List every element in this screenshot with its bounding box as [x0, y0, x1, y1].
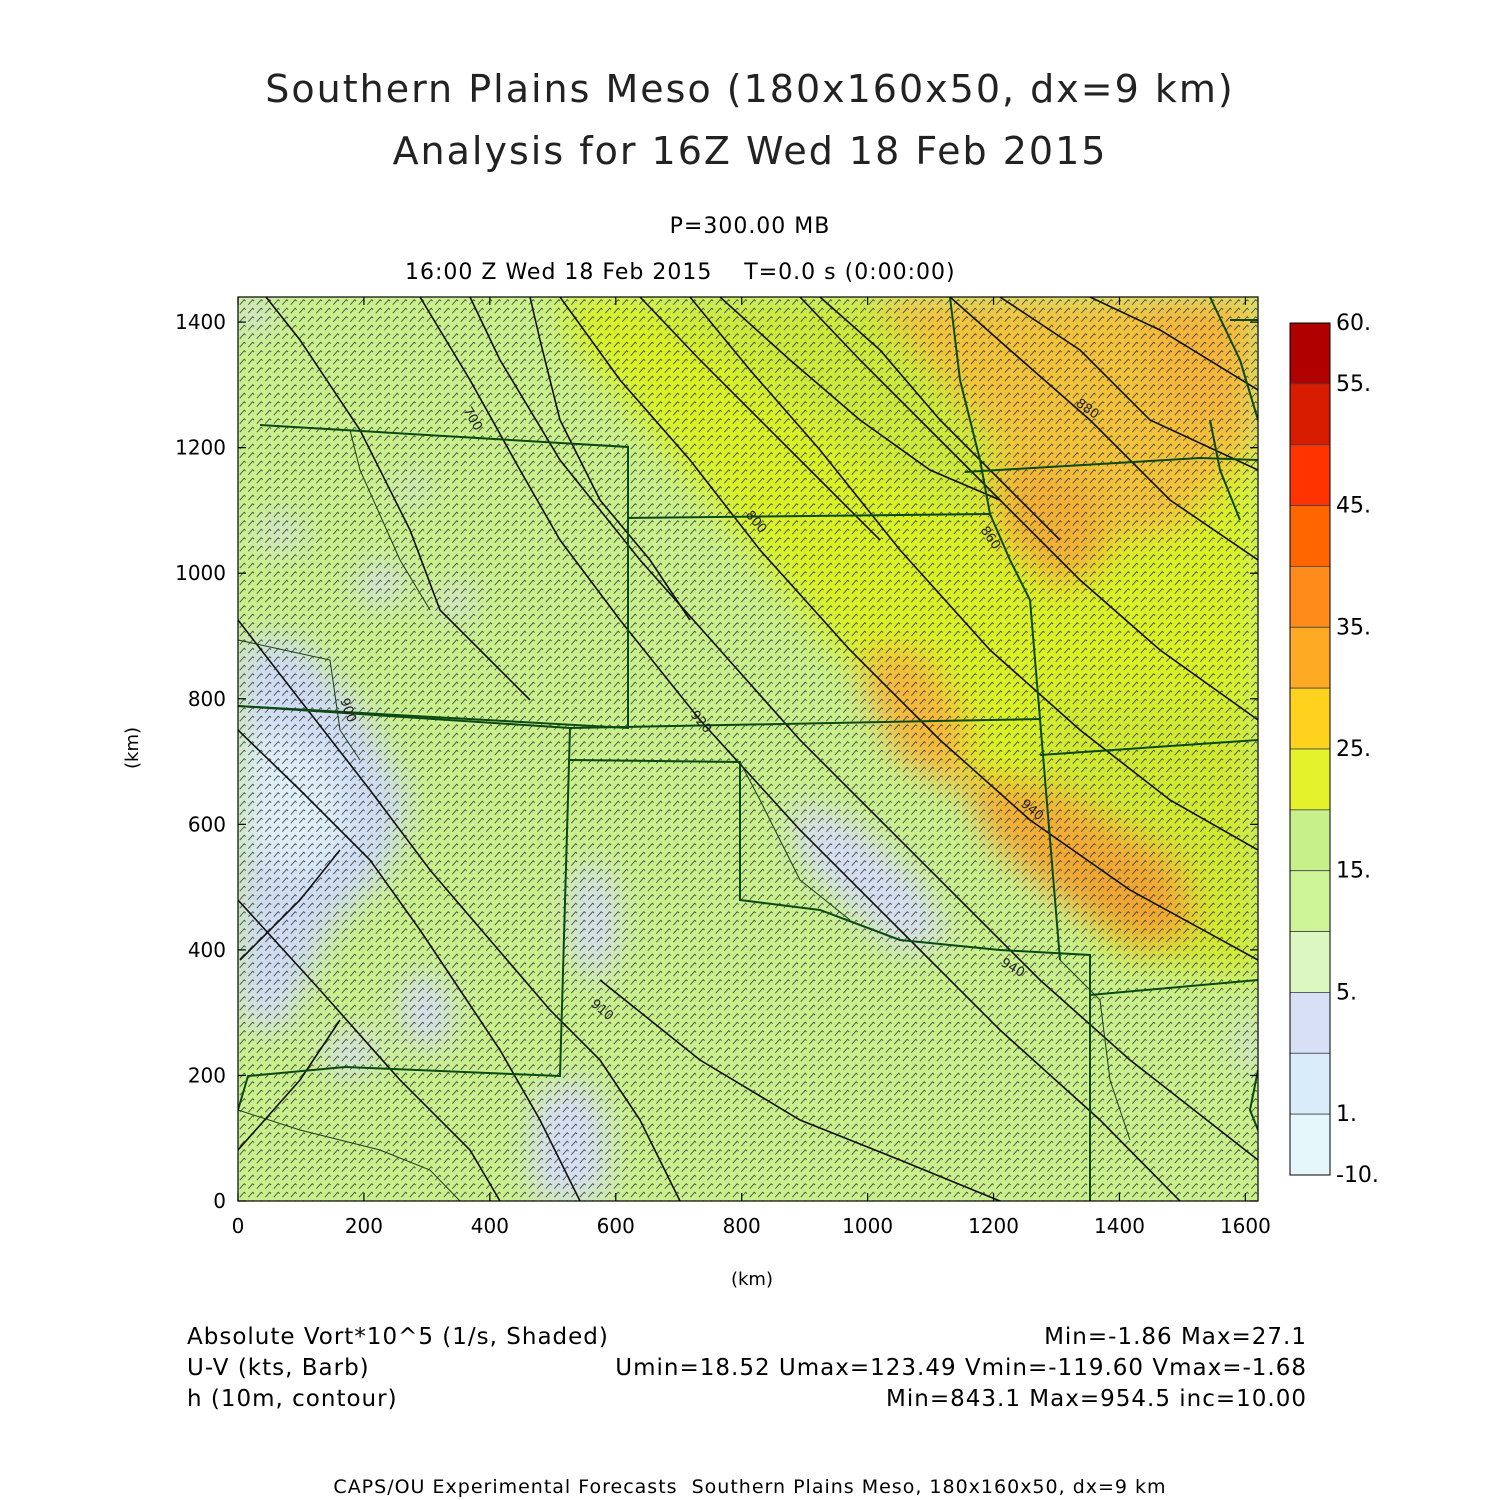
- x-tick-label: 800: [723, 1214, 761, 1238]
- colorbar-level-label: 60.: [1336, 311, 1371, 336]
- state-boundaries: [238, 297, 1258, 1201]
- y-tick-label: 600: [188, 812, 226, 836]
- x-tick-label: 400: [471, 1214, 509, 1238]
- colorbar-level-label: -10.: [1336, 1163, 1379, 1188]
- title-line-2: Analysis for 16Z Wed 18 Feb 2015: [392, 129, 1108, 173]
- colorbar-frame: [1289, 322, 1331, 1176]
- barb-field-stats: Umin=18.52 Umax=123.49 Vmin=-119.60 Vmax…: [615, 1355, 1307, 1381]
- colorbar-swatch: [1289, 626, 1331, 689]
- x-tick-label: 0: [232, 1214, 245, 1238]
- contour-field-label: h (10m, contour): [187, 1386, 398, 1412]
- colorbar-level-label: 1.: [1336, 1102, 1357, 1127]
- colorbar-swatch: [1289, 809, 1331, 872]
- county-lines: [238, 429, 1131, 1201]
- colorbar-swatch: [1289, 505, 1331, 567]
- colorbar-swatch: [1289, 687, 1331, 750]
- colorbar-level-label: 55.: [1336, 372, 1371, 397]
- contour-field-stats: Min=843.1 Max=954.5 inc=10.00: [886, 1386, 1307, 1412]
- x-tick-label: 1600: [1220, 1214, 1271, 1238]
- colorbar-swatch: [1289, 870, 1331, 932]
- colorbar-swatch: [1289, 566, 1331, 628]
- colorbar-level-label: 15.: [1336, 859, 1371, 884]
- y-tick-label: 200: [188, 1063, 226, 1087]
- y-tick-label: 400: [188, 938, 226, 962]
- colorbar-swatch: [1289, 992, 1331, 1054]
- plot-frame: [237, 296, 1259, 1202]
- colorbar-swatch: [1289, 444, 1331, 506]
- colorbar-level-label: 25.: [1336, 737, 1371, 762]
- colorbar-swatch: [1289, 1052, 1331, 1115]
- pressure-level: P=300.00 MB: [669, 214, 831, 239]
- x-axis-label: (km): [731, 1269, 773, 1290]
- shaded-field-stats: Min=-1.86 Max=27.1: [1044, 1324, 1307, 1350]
- colorbar-swatch: [1289, 322, 1331, 385]
- x-tick-label: 1400: [1094, 1214, 1145, 1238]
- x-tick-label: 1200: [968, 1214, 1019, 1238]
- x-tick-label: 600: [597, 1214, 635, 1238]
- colorbar-swatch: [1289, 748, 1331, 811]
- y-tick-label: 1000: [175, 561, 226, 585]
- colorbar: 60. 55. 45. 35. 25. 15. 5. 1. -10.: [1289, 311, 1379, 1188]
- y-tick-label: 0: [213, 1189, 226, 1213]
- colorbar-level-label: 5.: [1336, 980, 1357, 1005]
- vorticity-shading: 700 800 860 880 900 920 940 910 940: [238, 297, 1258, 1201]
- barb-field-label: U-V (kts, Barb): [187, 1355, 370, 1381]
- colorbar-swatch: [1289, 383, 1331, 446]
- y-tick-label: 1400: [175, 310, 226, 334]
- colorbar-level-label: 45.: [1336, 494, 1371, 519]
- x-tick-label: 1000: [842, 1214, 893, 1238]
- x-tick-label: 200: [345, 1214, 383, 1238]
- y-axis: 0 200 400 600 800 1000 1200 1400: [175, 310, 1258, 1213]
- shaded-field-label: Absolute Vort*10^5 (1/s, Shaded): [187, 1324, 609, 1350]
- title-line-1: Southern Plains Meso (180x160x50, dx=9 k…: [265, 67, 1235, 111]
- valid-time: 16:00 Z Wed 18 Feb 2015 T=0.0 s (0:00:00…: [405, 260, 956, 285]
- x-axis: 0 200 400 600 800 1000 1200 1400 1600: [232, 297, 1271, 1238]
- colorbar-level-label: 35.: [1336, 615, 1371, 640]
- y-tick-label: 1200: [175, 436, 226, 460]
- footer-credit: CAPS/OU Experimental Forecasts Southern …: [333, 1476, 1167, 1498]
- y-tick-label: 800: [188, 687, 226, 711]
- colorbar-swatch: [1289, 1113, 1331, 1176]
- colorbar-swatch: [1289, 931, 1331, 993]
- y-axis-label: (km): [122, 727, 143, 769]
